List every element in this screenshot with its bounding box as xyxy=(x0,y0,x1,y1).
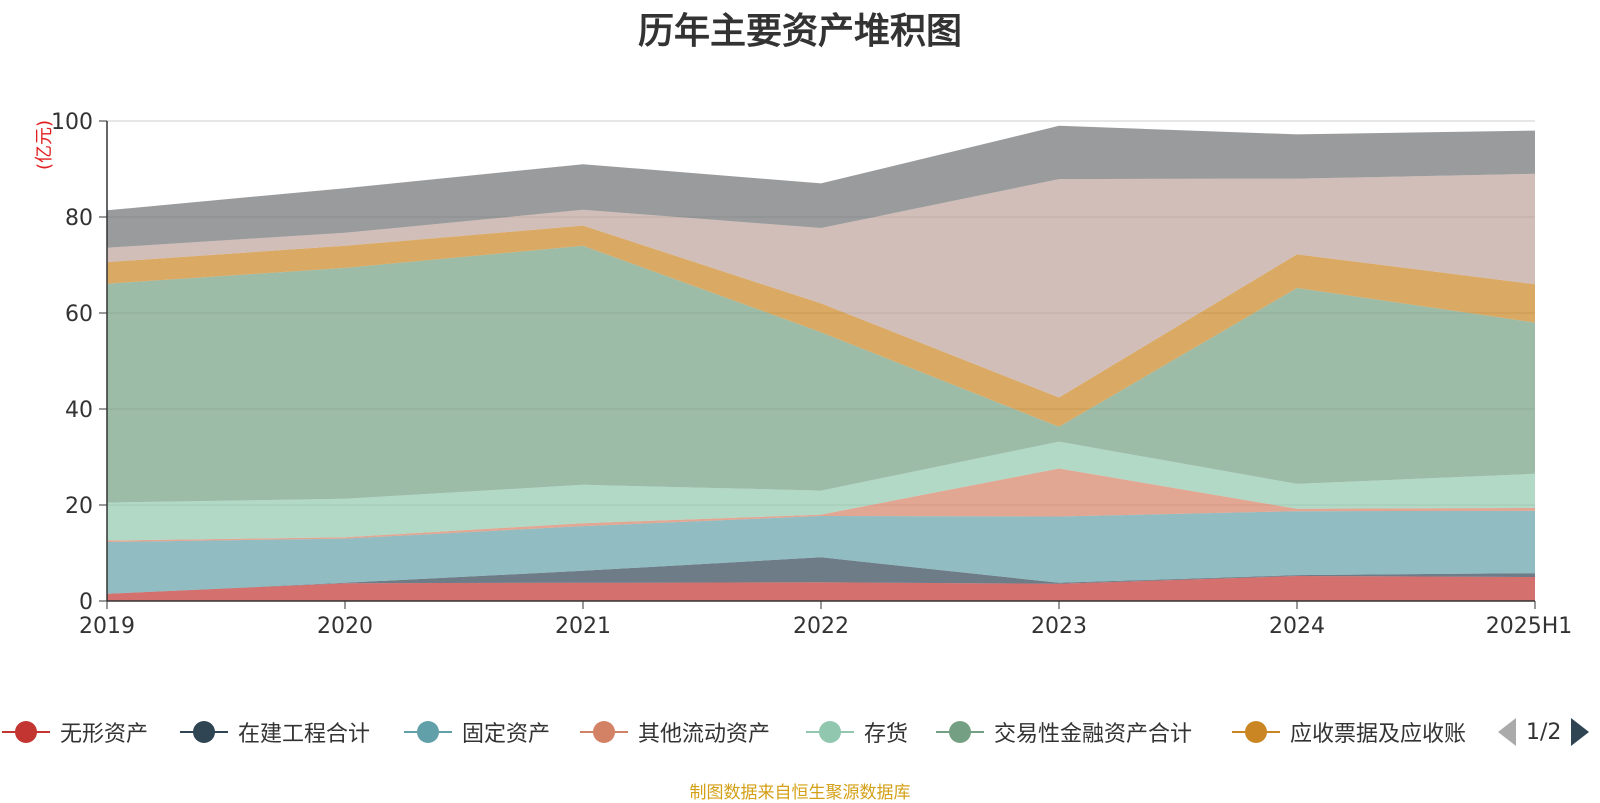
area-series-0 xyxy=(107,576,1535,601)
area-series-8 xyxy=(107,125,1535,248)
legend-marker-icon xyxy=(2,720,50,744)
x-tick-label: 2023 xyxy=(1031,614,1087,639)
legend-pager: 1/2 xyxy=(1498,714,1590,750)
legend-item[interactable]: 其他流动资产 xyxy=(580,712,770,752)
y-tick-label: 60 xyxy=(65,302,93,327)
unit-label: (亿元) xyxy=(34,120,55,170)
area-series-3 xyxy=(107,468,1535,542)
legend-item[interactable]: 存货 xyxy=(806,712,908,752)
legend-marker-icon xyxy=(936,720,984,744)
legend-label: 无形资产 xyxy=(60,722,149,747)
x-tick-label: 2019 xyxy=(79,614,135,639)
y-tick-label: 0 xyxy=(79,590,93,615)
stacked-area-chart: 0 20 40 60 80 100 2019 2020 2021 2022 2023 2024 2025… xyxy=(34,110,1572,639)
legend-marker-icon xyxy=(180,720,228,744)
legend-label: 其他流动资产 xyxy=(638,722,771,747)
x-tick-label: 2025H1 xyxy=(1486,614,1573,639)
legend-item[interactable]: 应收票据及应收账 xyxy=(1232,712,1466,752)
axes: 0 20 40 60 80 100 2019 2020 2021 2022 2023 2024 2025… xyxy=(51,110,1572,639)
pager-indicator: 1/2 xyxy=(1526,719,1562,745)
area-series-6 xyxy=(107,225,1535,427)
y-tick-label: 40 xyxy=(65,398,93,423)
area-series xyxy=(107,125,1535,601)
legend: 无形资产 在建工程合计 固定资产 其他流动资产 存货 交易性金融资产合计 应收票据及应收账 xyxy=(0,712,1600,752)
legend-marker-icon xyxy=(404,720,452,744)
legend-label: 存货 xyxy=(864,722,909,747)
area-series-7 xyxy=(107,173,1535,398)
legend-marker-icon xyxy=(580,720,628,744)
source-note: 制图数据来自恒生聚源数据库 xyxy=(689,783,911,803)
legend-label: 固定资产 xyxy=(462,722,551,747)
legend-item[interactable]: 无形资产 xyxy=(2,712,148,752)
legend-item[interactable]: 固定资产 xyxy=(404,712,550,752)
legend-item[interactable]: 在建工程合计 xyxy=(180,712,370,752)
area-series-5 xyxy=(107,245,1535,503)
y-tick-label: 100 xyxy=(51,110,93,135)
x-tick-label: 2021 xyxy=(555,614,611,639)
area-series-2 xyxy=(107,510,1535,594)
x-tick-label: 2024 xyxy=(1269,614,1325,639)
legend-item[interactable]: 交易性金融资产合计 xyxy=(936,712,1192,752)
legend-label: 在建工程合计 xyxy=(238,722,371,747)
legend-marker-icon xyxy=(1232,720,1280,744)
legend-label: 应收票据及应收账 xyxy=(1290,722,1467,747)
x-tick-label: 2020 xyxy=(317,614,373,639)
area-series-1 xyxy=(107,557,1535,594)
legend-marker-icon xyxy=(806,720,854,744)
pager-next-arrow-icon[interactable] xyxy=(1571,718,1590,746)
legend-label: 交易性金融资产合计 xyxy=(994,722,1193,747)
x-tick-label: 2022 xyxy=(793,614,849,639)
area-series-4 xyxy=(107,441,1535,541)
y-tick-label: 80 xyxy=(65,206,93,231)
pager-prev-arrow-icon[interactable] xyxy=(1498,718,1516,746)
chart-title: 历年主要资产堆积图 xyxy=(637,11,962,52)
y-tick-label: 20 xyxy=(65,494,93,519)
